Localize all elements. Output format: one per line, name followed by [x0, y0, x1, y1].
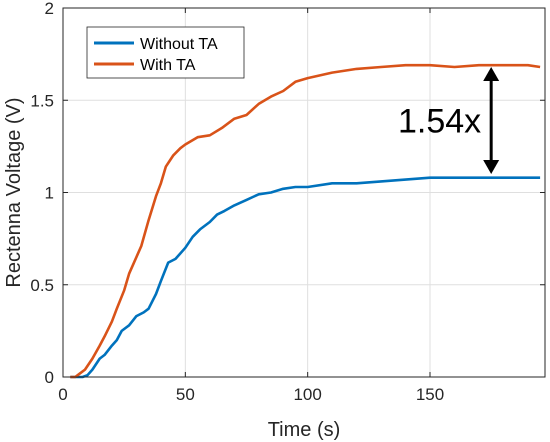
- tick-labels: 0 50 100 150 0 0.5 1 1.5 2: [30, 0, 444, 404]
- series-line-with-ta: [70, 63, 541, 379]
- x-tick-label-2: 100: [293, 385, 321, 404]
- legend-box: [86, 26, 245, 79]
- arrowhead-up-icon: [483, 67, 500, 82]
- ratio-label: 1.54x: [398, 103, 481, 141]
- x-tick-label-0: 0: [58, 385, 67, 404]
- y-axis-label: Rectenna Voltage (V): [3, 97, 25, 287]
- plot-series: [70, 63, 541, 379]
- y-tick-label-1: 0.5: [30, 276, 54, 295]
- y-tick-label-3: 1.5: [30, 91, 54, 110]
- legend-label-without-ta: Without TA: [140, 36, 218, 53]
- axes-box: [62, 7, 546, 378]
- x-axis-label: Time (s): [268, 419, 341, 441]
- x-tick-label-3: 150: [416, 385, 444, 404]
- y-tick-label-0: 0: [45, 368, 54, 387]
- x-tick-label-1: 50: [176, 385, 195, 404]
- ratio-annotation: 1.54x: [398, 67, 500, 175]
- legend: Without TA With TA: [86, 26, 245, 79]
- legend-label-with-ta: With TA: [140, 57, 196, 74]
- arrowhead-down-icon: [483, 160, 500, 175]
- series-line-without-ta: [70, 176, 541, 379]
- grid: [63, 8, 545, 377]
- y-tick-label-4: 2: [45, 0, 54, 18]
- y-tick-label-2: 1: [45, 184, 54, 203]
